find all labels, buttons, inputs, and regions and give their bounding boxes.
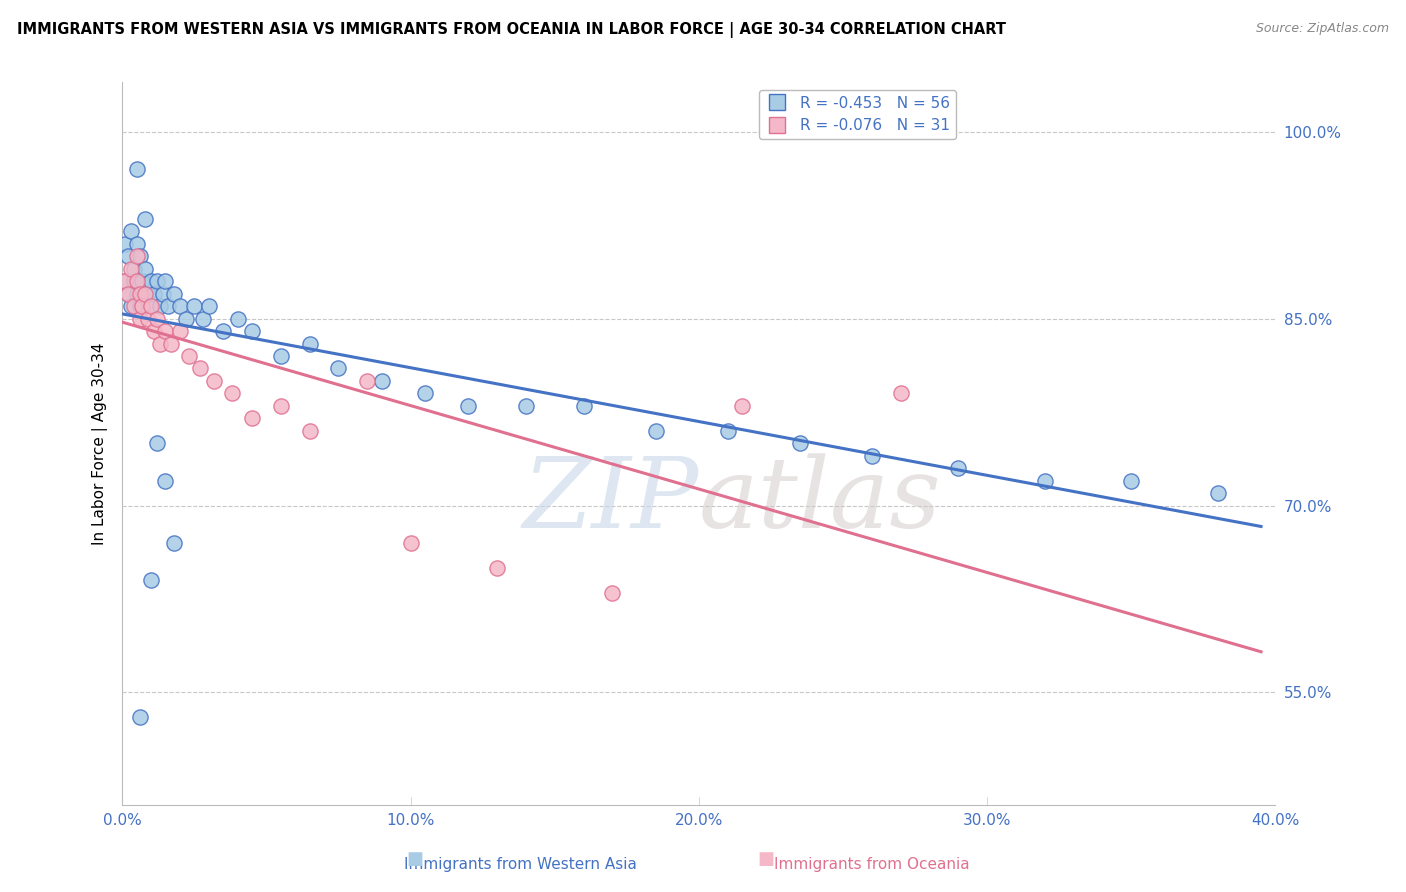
Point [226, 311, 249, 326]
Point [149, 336, 172, 351]
Point [114, 274, 136, 288]
Point [197, 299, 219, 313]
Point [270, 399, 292, 413]
Point [644, 424, 666, 438]
Point [128, 286, 150, 301]
Point [486, 561, 509, 575]
Point [163, 286, 186, 301]
Text: atlas: atlas [699, 453, 942, 549]
Point [146, 274, 169, 288]
Point [515, 399, 537, 413]
Point [602, 586, 624, 600]
Point [160, 336, 183, 351]
Point [134, 261, 156, 276]
Point [169, 324, 191, 338]
Point [139, 574, 162, 588]
Point [128, 249, 150, 263]
Point [139, 299, 162, 313]
Point [155, 274, 177, 288]
Point [298, 336, 321, 351]
Point [157, 299, 180, 313]
Point [146, 311, 169, 326]
Point [731, 399, 754, 413]
Text: Source: ZipAtlas.com: Source: ZipAtlas.com [1256, 22, 1389, 36]
Point [131, 274, 153, 288]
Text: Immigrants from Oceania: Immigrants from Oceania [773, 857, 970, 872]
Point [169, 299, 191, 313]
Point [125, 274, 148, 288]
Point [122, 261, 145, 276]
Point [212, 324, 235, 338]
Point [789, 436, 811, 450]
Point [270, 349, 292, 363]
Point [136, 286, 159, 301]
Point [356, 374, 378, 388]
Point [120, 261, 142, 276]
Point [125, 236, 148, 251]
Point [457, 399, 479, 413]
Point [114, 274, 136, 288]
Text: IMMIGRANTS FROM WESTERN ASIA VS IMMIGRANTS FROM OCEANIA IN LABOR FORCE | AGE 30-: IMMIGRANTS FROM WESTERN ASIA VS IMMIGRAN… [17, 22, 1005, 38]
Point [134, 211, 156, 226]
Point [1121, 474, 1143, 488]
Point [155, 474, 177, 488]
Point [120, 299, 142, 313]
Text: ZIP: ZIP [523, 453, 699, 549]
Point [163, 536, 186, 550]
Point [948, 461, 970, 475]
Point [139, 274, 162, 288]
Point [191, 311, 214, 326]
Point [131, 299, 153, 313]
Point [117, 286, 139, 301]
Point [572, 399, 595, 413]
Point [142, 286, 165, 301]
Point [120, 224, 142, 238]
Point [890, 386, 912, 401]
Point [114, 236, 136, 251]
Point [134, 286, 156, 301]
Point [142, 324, 165, 338]
Point [1033, 474, 1056, 488]
Point [139, 299, 162, 313]
Point [717, 424, 740, 438]
Point [128, 311, 150, 326]
Point [117, 249, 139, 263]
Point [221, 386, 243, 401]
Point [125, 162, 148, 177]
Point [131, 299, 153, 313]
Text: Immigrants from Western Asia: Immigrants from Western Asia [404, 857, 637, 872]
Point [298, 424, 321, 438]
Point [240, 324, 263, 338]
Point [204, 374, 226, 388]
Text: ■: ■ [406, 850, 423, 868]
Point [128, 299, 150, 313]
Point [177, 349, 200, 363]
Point [149, 299, 172, 313]
Point [174, 311, 197, 326]
Y-axis label: In Labor Force | Age 30-34: In Labor Force | Age 30-34 [93, 342, 108, 544]
Text: ■: ■ [758, 850, 775, 868]
Point [860, 449, 883, 463]
Point [152, 286, 174, 301]
Point [136, 311, 159, 326]
Point [128, 710, 150, 724]
Point [155, 324, 177, 338]
Point [122, 274, 145, 288]
Point [117, 286, 139, 301]
Point [370, 374, 392, 388]
Point [183, 299, 205, 313]
Point [328, 361, 350, 376]
Point [1206, 486, 1229, 500]
Point [122, 299, 145, 313]
Point [125, 286, 148, 301]
Point [413, 386, 436, 401]
Legend: R = -0.453   N = 56, R = -0.076   N = 31: R = -0.453 N = 56, R = -0.076 N = 31 [759, 89, 956, 139]
Point [125, 249, 148, 263]
Point [240, 411, 263, 425]
Point [399, 536, 422, 550]
Point [188, 361, 211, 376]
Point [146, 436, 169, 450]
